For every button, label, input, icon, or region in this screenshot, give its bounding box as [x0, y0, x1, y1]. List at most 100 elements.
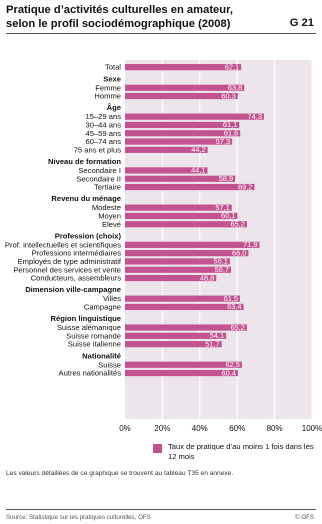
bar-value-label: 60,1	[221, 211, 235, 220]
x-tick-label: 100%	[302, 424, 322, 433]
plot-background	[125, 60, 312, 419]
category-label: Suisse italienne	[68, 340, 121, 349]
chart-number: G 21	[289, 17, 314, 29]
group-header: Dimension ville-campagne	[25, 285, 121, 294]
bar	[125, 258, 230, 265]
bar	[125, 221, 247, 228]
bar-value-label: 58,9	[219, 174, 233, 183]
category-label: Campagne	[84, 302, 121, 311]
category-label: Femme	[95, 83, 121, 92]
group-header: Niveau de formation	[48, 157, 121, 166]
bar	[125, 303, 244, 311]
bar	[125, 332, 227, 339]
x-tick-label: 80%	[267, 424, 283, 433]
category-label: Prof. intellectuelles et scientifiques	[5, 240, 121, 249]
bar	[125, 324, 247, 331]
bar	[125, 204, 232, 211]
bar-value-label: 62,1	[225, 62, 239, 71]
bar-value-label: 48,8	[200, 273, 214, 282]
bar	[125, 130, 241, 137]
bar-value-label: 54,1	[210, 331, 224, 340]
x-tick-label: 60%	[229, 424, 245, 433]
bar-value-label: 56,1	[214, 257, 228, 266]
bar-value-label: 71,9	[243, 240, 257, 249]
legend: Taux de pratique d’au moins 1 fois dans …	[153, 442, 318, 462]
chart-title: Pratique d’activités culturelles en amat…	[6, 3, 233, 31]
bar-value-label: 69,2	[238, 182, 252, 191]
category-label: 60–74 ans	[86, 137, 122, 146]
category-label: Modeste	[92, 203, 121, 212]
bar	[125, 146, 208, 153]
bar-value-label: 44,1	[191, 166, 205, 175]
category-label: Employés de type administratif	[18, 257, 122, 266]
bar-value-label: 65,2	[231, 219, 245, 228]
group-header: Profession (choix)	[55, 231, 122, 240]
category-label: 75 ans et plus	[74, 145, 121, 154]
bar-value-label: 56,7	[215, 265, 229, 274]
bar	[125, 84, 245, 91]
bar-value-label: 44,2	[191, 145, 205, 154]
bar	[125, 361, 242, 368]
category-label: Personnel des services et vente	[13, 265, 121, 274]
x-tick-label: 20%	[154, 424, 170, 433]
category-label: 30–44 ans	[86, 120, 122, 129]
bar	[125, 266, 232, 273]
copyright-text: © OFS	[295, 514, 314, 521]
category-label: Suisse alémanique	[57, 323, 121, 332]
bar-value-label: 65,2	[231, 323, 245, 332]
category-label: Autres nationalités	[59, 369, 122, 378]
category-label: Suisse	[98, 360, 121, 369]
category-label: Moyen	[98, 211, 121, 220]
bar-value-label: 57,3	[216, 137, 230, 146]
bar	[125, 121, 240, 129]
group-header: Sexe	[103, 74, 121, 83]
bar-value-label: 74,3	[248, 112, 262, 121]
x-tick-label: 40%	[192, 424, 208, 433]
bar	[125, 295, 241, 302]
bar	[125, 92, 238, 100]
chart-title-line1: Pratique d’activités culturelles en amat…	[6, 4, 233, 16]
bar-value-label: 61,1	[223, 120, 237, 129]
title-rule	[6, 33, 316, 34]
x-tick-label: 0%	[119, 424, 131, 433]
bar-value-label: 62,5	[225, 360, 239, 369]
legend-swatch	[153, 444, 162, 453]
category-label: Elevé	[102, 220, 121, 229]
source-text: Source: Statistique sur les pratiques cu…	[6, 514, 151, 521]
bar	[125, 274, 217, 282]
bar-value-label: 66,0	[232, 248, 246, 257]
category-label: Secondaire II	[76, 174, 121, 183]
footnote: Les valeurs détaillées de ce graphique s…	[6, 470, 234, 477]
bar-value-label: 63,4	[227, 302, 241, 311]
bar-value-label: 60,3	[221, 91, 235, 100]
bar-value-label: 60,4	[222, 368, 236, 377]
bar	[125, 369, 238, 377]
bar	[125, 113, 264, 120]
category-label: Homme	[94, 92, 121, 101]
category-label: Professions intermédiaires	[32, 249, 122, 258]
category-label: Suisse romande	[66, 331, 121, 340]
bar	[125, 241, 260, 248]
group-header: Région linguistique	[51, 314, 121, 323]
bar	[125, 183, 255, 191]
footer-rule	[6, 509, 316, 510]
group-header: Revenu du ménage	[51, 194, 121, 203]
bar	[125, 341, 222, 348]
category-label: 45–59 ans	[86, 129, 122, 138]
category-label: Secondaire I	[78, 166, 121, 175]
bar-value-label: 57,1	[215, 203, 229, 212]
bar	[125, 64, 242, 71]
bar-value-label: 51,7	[205, 339, 219, 348]
category-label: Villes	[103, 294, 121, 303]
bar	[125, 138, 233, 145]
bar-value-label: 61,6	[224, 128, 238, 137]
category-label: Tertiaire	[94, 183, 121, 192]
category-label: Total	[105, 63, 121, 72]
bar-value-label: 61,5	[224, 294, 238, 303]
category-label: 15–29 ans	[86, 112, 122, 121]
bar	[125, 175, 236, 182]
bar-value-label: 63,8	[228, 83, 242, 92]
bar	[125, 212, 238, 220]
group-header: Nationalité	[82, 351, 121, 360]
